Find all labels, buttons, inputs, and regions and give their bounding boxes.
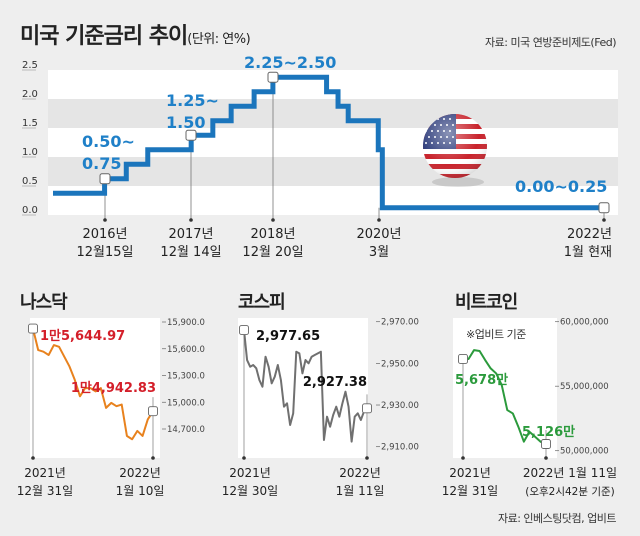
date-dot — [189, 218, 193, 222]
rate-annotation: 0.50~ — [82, 132, 135, 151]
y-tick-label: 0.5 — [22, 176, 38, 187]
y-tick-label: 2,950.00 — [381, 359, 419, 369]
end-dot — [365, 456, 369, 460]
start-value-label: 2,977.65 — [256, 329, 320, 344]
rate-source: 자료: 미국 연방준비제도(Fed) — [485, 36, 616, 49]
x-label-year: 2018년 — [250, 227, 295, 242]
date-dot — [602, 218, 606, 222]
start-date-year: 2021년 — [449, 466, 491, 480]
plot-area — [238, 318, 368, 458]
end-value-label: 2,927.38 — [303, 375, 367, 390]
y-tick-label: 50,000,000 — [560, 447, 609, 457]
plot-area — [30, 318, 160, 458]
end-date-day: (오후2시42분 기준) — [525, 486, 615, 498]
end-value-label: 5,126만 — [522, 424, 575, 440]
x-label-date: 1월 현재 — [564, 245, 612, 260]
date-dot — [103, 218, 107, 222]
end-dot — [151, 456, 155, 460]
y-tick-label: 60,000,000 — [560, 318, 609, 328]
end-date-day: 1월 10일 — [116, 484, 165, 498]
date-dot — [377, 218, 381, 222]
start-date-day: 12월 30일 — [222, 484, 278, 498]
series-line — [243, 329, 368, 443]
start-date-day: 12월 31일 — [442, 484, 498, 498]
end-value-label: 1만4,942.83 — [71, 380, 156, 396]
rate-marker — [99, 173, 111, 185]
y-tick-label: 2,970.00 — [381, 318, 419, 328]
point-marker — [239, 325, 249, 335]
kospi-title: 코스피 — [238, 292, 286, 313]
x-label-year: 2020년 — [356, 227, 401, 242]
rate-annotation: 0.75 — [82, 154, 121, 173]
bitcoin-title: 비트코인 — [455, 292, 518, 313]
point-marker — [28, 323, 38, 334]
rate-chart-markers — [99, 71, 610, 214]
end-date-day: 1월 11일 — [336, 484, 385, 498]
x-label-date: 12월15일 — [76, 245, 133, 260]
rate-step-line — [53, 74, 604, 211]
x-label-year: 2016년 — [82, 227, 127, 242]
y-tick-label: 2,930.00 — [381, 401, 419, 411]
us-flag-ball-icon — [423, 114, 487, 187]
y-tick-label: 1.0 — [22, 147, 38, 158]
start-date-year: 2021년 — [229, 466, 271, 480]
end-dot — [544, 456, 548, 460]
point-marker — [362, 403, 372, 414]
y-tick-label: 0.0 — [22, 205, 38, 216]
market-charts: 15,900.0 15,600.0 15,300.0 15,000.0 14,700.0… — [17, 318, 617, 498]
y-tick-label: 15,600.0 — [167, 345, 205, 355]
y-tick-label: 15,000.0 — [167, 398, 205, 408]
y-tick-label: 14,700.0 — [167, 425, 205, 435]
x-label-year: 2022년 — [567, 227, 612, 242]
rate-marker — [267, 71, 279, 83]
point-marker — [541, 439, 551, 449]
y-tick-label: 15,900.0 — [167, 318, 205, 328]
y-tick-label: 2.0 — [22, 89, 38, 100]
rate-marker — [185, 129, 197, 141]
end-date-year: 2022년 — [339, 466, 381, 480]
rate-chart-y-axis: 0.0 0.5 1.0 1.5 2.0 2.5 — [22, 60, 38, 216]
point-marker — [458, 354, 468, 364]
x-label-year: 2017년 — [168, 227, 213, 242]
end-date-year: 2022년 1월 11일 — [523, 466, 617, 480]
band — [48, 128, 618, 157]
band — [48, 99, 618, 128]
y-tick-label: 55,000,000 — [560, 382, 609, 392]
series-line — [463, 349, 547, 445]
rate-chart-annotations: 0.50~ 0.75 1.25~ 1.50 2.25~2.50 0.00~0.25 — [82, 53, 607, 196]
market-source: 자료: 인베스팅닷컴, 업비트 — [497, 512, 617, 525]
rate-annotation: 1.50 — [166, 113, 205, 132]
start-date-year: 2021년 — [24, 466, 66, 480]
band — [48, 70, 618, 99]
x-label-date: 12월 14일 — [160, 245, 221, 260]
start-dot — [31, 456, 35, 460]
start-dot — [461, 456, 465, 460]
nasdaq-title: 나스닥 — [20, 292, 68, 313]
rate-chart-x-labels: 2016년 12월15일 2017년 12월 14일 2018년 12월 20일 2020년… — [76, 227, 612, 260]
rate-annotation: 2.25~2.50 — [244, 53, 336, 72]
y-tick-label: 1.5 — [22, 118, 38, 129]
series-line — [32, 328, 154, 441]
end-date-year: 2022년 — [119, 466, 161, 480]
start-dot — [242, 456, 246, 460]
bitcoin-note: ※업비트 기준 — [466, 328, 526, 341]
start-value-label: 5,678만 — [455, 372, 508, 388]
page-title: 미국 기준금리 추이(단위: 연%) — [20, 18, 251, 50]
rate-annotation: 0.00~0.25 — [515, 177, 607, 196]
y-tick-label: 2,910.00 — [381, 443, 419, 453]
y-tick-label: 15,300.0 — [167, 372, 205, 382]
x-label-date: 3월 — [369, 245, 389, 260]
y-tick-label: 2.5 — [22, 60, 38, 71]
title-text: 미국 기준금리 추이 — [20, 24, 188, 49]
point-marker — [148, 406, 158, 417]
plot-area — [453, 318, 557, 458]
x-label-date: 12월 20일 — [242, 245, 303, 260]
unit-label: (단위: 연%) — [187, 32, 251, 47]
start-date-day: 12월 31일 — [17, 484, 73, 498]
start-value-label: 1만5,644.97 — [40, 328, 125, 344]
rate-annotation: 1.25~ — [166, 91, 219, 110]
date-dot — [271, 218, 275, 222]
rate-marker — [598, 202, 610, 214]
